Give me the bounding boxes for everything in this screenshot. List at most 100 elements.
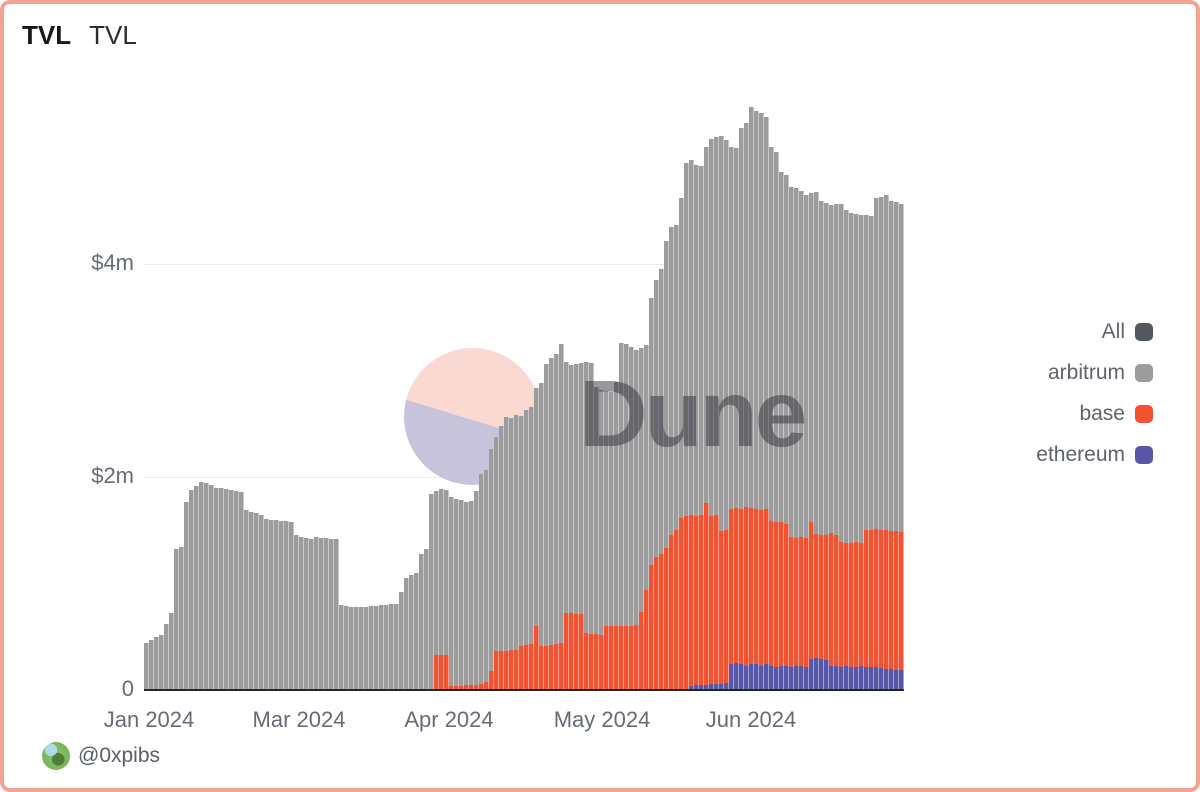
bar[interactable] xyxy=(529,90,534,690)
bar[interactable] xyxy=(164,90,169,690)
bar[interactable] xyxy=(854,90,859,690)
legend-item-arbitrum[interactable]: arbitrum xyxy=(1048,361,1153,385)
bar[interactable] xyxy=(664,90,669,690)
bar[interactable] xyxy=(714,90,719,690)
bar[interactable] xyxy=(639,90,644,690)
bar[interactable] xyxy=(204,90,209,690)
bar[interactable] xyxy=(544,90,549,690)
bar[interactable] xyxy=(649,90,654,690)
bar[interactable] xyxy=(594,90,599,690)
bar[interactable] xyxy=(549,90,554,690)
bar[interactable] xyxy=(894,90,899,690)
bar[interactable] xyxy=(224,90,229,690)
bar[interactable] xyxy=(724,90,729,690)
bar[interactable] xyxy=(759,90,764,690)
bar[interactable] xyxy=(834,90,839,690)
legend-item-base[interactable]: base xyxy=(1079,402,1153,426)
bar[interactable] xyxy=(874,90,879,690)
bar[interactable] xyxy=(739,90,744,690)
bar[interactable] xyxy=(689,90,694,690)
bar[interactable] xyxy=(199,90,204,690)
bar[interactable] xyxy=(289,90,294,690)
bar[interactable] xyxy=(384,90,389,690)
bar[interactable] xyxy=(534,90,539,690)
bar[interactable] xyxy=(194,90,199,690)
bar[interactable] xyxy=(624,90,629,690)
bar[interactable] xyxy=(524,90,529,690)
bar[interactable] xyxy=(899,90,904,690)
bar[interactable] xyxy=(364,90,369,690)
bar[interactable] xyxy=(779,90,784,690)
bar[interactable] xyxy=(374,90,379,690)
bar[interactable] xyxy=(169,90,174,690)
bar[interactable] xyxy=(264,90,269,690)
bar[interactable] xyxy=(439,90,444,690)
bar[interactable] xyxy=(774,90,779,690)
bar[interactable] xyxy=(869,90,874,690)
bar[interactable] xyxy=(679,90,684,690)
bar[interactable] xyxy=(844,90,849,690)
bar[interactable] xyxy=(709,90,714,690)
bar[interactable] xyxy=(424,90,429,690)
bar[interactable] xyxy=(609,90,614,690)
bar[interactable] xyxy=(489,90,494,690)
bar[interactable] xyxy=(344,90,349,690)
bar[interactable] xyxy=(394,90,399,690)
bar[interactable] xyxy=(369,90,374,690)
bar[interactable] xyxy=(279,90,284,690)
bar[interactable] xyxy=(654,90,659,690)
bar[interactable] xyxy=(219,90,224,690)
bar[interactable] xyxy=(259,90,264,690)
bar[interactable] xyxy=(604,90,609,690)
bar[interactable] xyxy=(409,90,414,690)
bar[interactable] xyxy=(474,90,479,690)
bar[interactable] xyxy=(734,90,739,690)
bar[interactable] xyxy=(154,90,159,690)
bar[interactable] xyxy=(269,90,274,690)
bar[interactable] xyxy=(519,90,524,690)
bar[interactable] xyxy=(564,90,569,690)
bar[interactable] xyxy=(209,90,214,690)
bar[interactable] xyxy=(429,90,434,690)
bar[interactable] xyxy=(174,90,179,690)
bar[interactable] xyxy=(434,90,439,690)
legend-item-all[interactable]: All xyxy=(1102,320,1153,344)
bar[interactable] xyxy=(404,90,409,690)
bar[interactable] xyxy=(419,90,424,690)
bar[interactable] xyxy=(699,90,704,690)
bar[interactable] xyxy=(569,90,574,690)
bar[interactable] xyxy=(829,90,834,690)
bar[interactable] xyxy=(509,90,514,690)
bar[interactable] xyxy=(229,90,234,690)
bar[interactable] xyxy=(244,90,249,690)
bar[interactable] xyxy=(514,90,519,690)
bar[interactable] xyxy=(619,90,624,690)
bar[interactable] xyxy=(729,90,734,690)
bar[interactable] xyxy=(359,90,364,690)
bar[interactable] xyxy=(479,90,484,690)
bar[interactable] xyxy=(864,90,869,690)
bar[interactable] xyxy=(669,90,674,690)
bar[interactable] xyxy=(599,90,604,690)
bar[interactable] xyxy=(249,90,254,690)
bar[interactable] xyxy=(449,90,454,690)
bar[interactable] xyxy=(839,90,844,690)
bar[interactable] xyxy=(354,90,359,690)
bar[interactable] xyxy=(454,90,459,690)
bar[interactable] xyxy=(494,90,499,690)
bar[interactable] xyxy=(214,90,219,690)
bar[interactable] xyxy=(459,90,464,690)
bar[interactable] xyxy=(629,90,634,690)
bar[interactable] xyxy=(144,90,149,690)
bar[interactable] xyxy=(299,90,304,690)
bar[interactable] xyxy=(634,90,639,690)
bar[interactable] xyxy=(744,90,749,690)
bar[interactable] xyxy=(789,90,794,690)
bar[interactable] xyxy=(704,90,709,690)
bar[interactable] xyxy=(254,90,259,690)
bar[interactable] xyxy=(239,90,244,690)
bar[interactable] xyxy=(554,90,559,690)
bar[interactable] xyxy=(464,90,469,690)
bar[interactable] xyxy=(694,90,699,690)
bar[interactable] xyxy=(764,90,769,690)
